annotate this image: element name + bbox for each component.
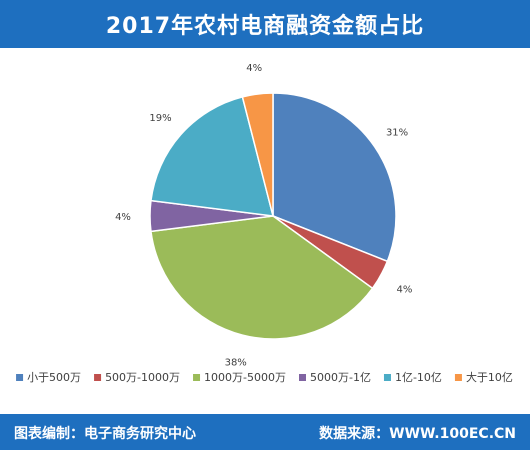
data-label-5: 4% xyxy=(246,63,262,74)
data-label-0: 31% xyxy=(386,128,408,139)
legend-swatch-5 xyxy=(454,374,462,381)
legend-label-5: 大于10亿 xyxy=(466,370,513,384)
data-label-4: 19% xyxy=(149,113,171,124)
data-label-3: 4% xyxy=(115,212,131,223)
pie-slice-5 xyxy=(241,92,274,217)
legend-swatch-0 xyxy=(16,374,24,381)
footer-banner: 图表编制：电子商务研究中心 数据来源：WWW.100EC.CN xyxy=(0,414,530,450)
data-label-2: 38% xyxy=(225,357,247,368)
pie-slice-0 xyxy=(272,92,397,263)
legend-label-1: 500万-1000万 xyxy=(105,371,180,384)
chart-title: 2017年农村电商融资金额占比 xyxy=(105,14,425,39)
legend: 小于500万 500万-1000万 1000万-5000万 5000万-1亿 1亿-10… xyxy=(16,370,513,384)
pie-slice-4 xyxy=(150,95,275,217)
legend-label-2: 1000万-5000万 xyxy=(204,371,286,384)
legend-label-0: 小于500万 xyxy=(27,371,81,384)
legend-label-4: 1亿-10亿 xyxy=(395,371,442,384)
title-banner: 2017年农村电商融资金额占比 xyxy=(0,0,530,48)
footer-credit: 图表编制：电子商务研究中心 xyxy=(14,426,196,442)
pie-slices xyxy=(149,92,397,340)
footer-source: 数据来源：WWW.100EC.CN xyxy=(319,426,516,442)
legend-swatch-3 xyxy=(299,374,306,381)
pie-chart: 31% 4% 38% 4% 19% 4% 小于500万 500万-1000万 1000万-50… xyxy=(16,63,513,384)
legend-swatch-2 xyxy=(193,374,201,381)
chart-area: 31% 4% 38% 4% 19% 4% 小于500万 500万-1000万 1000万-50… xyxy=(0,48,530,413)
legend-swatch-4 xyxy=(383,374,391,381)
data-labels: 31% 4% 38% 4% 19% 4% xyxy=(115,63,412,368)
data-label-1: 4% xyxy=(397,284,413,295)
legend-swatch-1 xyxy=(94,374,102,381)
pie-slice-2 xyxy=(150,215,374,340)
legend-label-3: 5000万-1亿 xyxy=(310,371,371,384)
